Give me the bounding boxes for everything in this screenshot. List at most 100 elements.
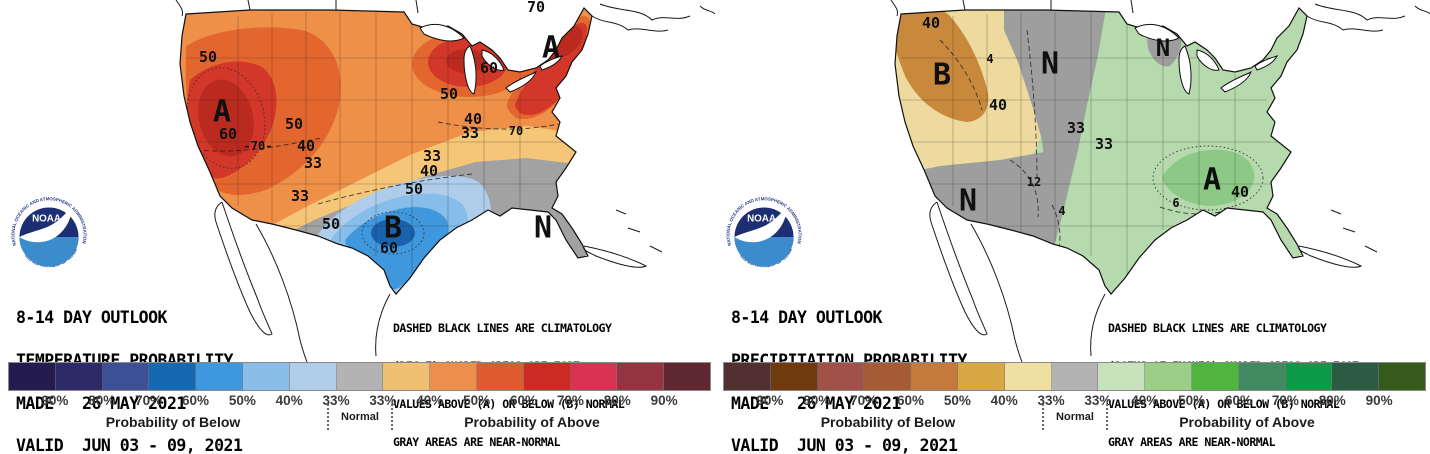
state-borders [901, 12, 1279, 276]
map-anomaly-letter: N [1156, 34, 1170, 62]
temperature-outlook-panel: 50 A 60 -70- 50 40 33 33 50 60 70 A 40 33 70 33 40 50 50 B 6… [6, 0, 715, 454]
neighbor-coastline [1330, 209, 1342, 215]
neighbor-coastline [890, 0, 898, 17]
title-line: 8-14 DAY OUTLOOK [16, 308, 167, 328]
map-anomaly-letter: A [1203, 163, 1221, 198]
percent-label: 70% [1271, 393, 1299, 408]
legend-probability-of-below: Probability of Below [820, 414, 956, 430]
percent-label: 70% [556, 393, 584, 408]
colorbar-segment [242, 363, 290, 390]
legend-probability-of-above: Probability of Above [1179, 414, 1315, 430]
neighbor-coastline [1342, 227, 1356, 233]
map-contour-label: 40 [922, 14, 940, 32]
neighbor-coastline [599, 3, 691, 21]
great-lakes-outline [1254, 55, 1278, 71]
logo-seabird [19, 205, 72, 243]
colorbar-segment [1051, 363, 1099, 390]
neighbor-coastline [1130, 0, 1134, 14]
map-anomaly-letter: N [1041, 47, 1059, 82]
disclaimer-line: VALUES ABOVE (A) OR BELOW (B) NORMAL [393, 396, 625, 411]
map-contour-label: 70 [527, 0, 545, 16]
great-lakes-outline [1178, 45, 1192, 95]
map-contour-label: 33 [304, 154, 322, 172]
percent-label: 40% [275, 393, 303, 408]
colorbar-segment [523, 363, 571, 390]
colorbar-segment [476, 363, 524, 390]
colorbar-segment [55, 363, 103, 390]
title-line: MADE 26 MAY 2021 [731, 393, 901, 413]
percent-label: 70% [135, 393, 163, 408]
logo-noaa-text: NOAA [32, 213, 61, 224]
percent-label: 60% [181, 393, 209, 408]
neighbor-coastline [699, 5, 715, 15]
title-line: VALID JUN 03 - 09, 2021 [16, 436, 243, 454]
percent-label: 80% [803, 393, 831, 408]
great-lakes-outline [481, 49, 505, 71]
neighbor-coastline [1314, 3, 1406, 21]
map-contour-label: 60 [219, 125, 237, 143]
percent-label: 90% [756, 393, 784, 408]
map-region-dash [1026, 29, 1038, 181]
percent-label: 60% [510, 393, 538, 408]
map-contour-label: 33 [291, 187, 309, 205]
map-contour-label: 40 [420, 162, 438, 180]
disclaimer-line: VALUES ABOVE (A) OR BELOW (B) NORMAL [1108, 396, 1340, 411]
great-lakes-outline [1196, 49, 1220, 71]
colorbar-segment [9, 363, 56, 390]
logo-noaa-text: NOAA [747, 213, 776, 224]
colorbar-segment [196, 363, 243, 390]
title-line: 8-14 DAY OUTLOOK [731, 308, 882, 328]
neighbor-coastline [175, 0, 183, 17]
logo-seabird [734, 205, 787, 243]
colorbar-segment [1238, 363, 1286, 390]
map-contour-label: 70 [509, 124, 523, 138]
colorbar-segment [430, 363, 477, 390]
map-anomaly-letter: A [213, 95, 231, 130]
map-contour-label: 33 [1095, 135, 1113, 153]
neighbor-coastline [415, 0, 419, 14]
precipitation-outlook-panel: 40 B 4 40 N 33 33 12 4 N A 40 6 N NATIONAL OCEANIC AN… [715, 0, 1430, 454]
neighbor-coastline [1414, 5, 1430, 15]
map-anomaly-letter: B [933, 58, 951, 93]
neighbor-coastline [929, 201, 988, 336]
map-contour-label: 4 [986, 52, 993, 66]
neighbor-coastline [375, 293, 391, 357]
colorbar-segment [617, 363, 665, 390]
state-borders [186, 12, 564, 276]
colorbar-segment [1285, 363, 1333, 390]
neighbor-coastline [649, 245, 663, 253]
map-region-warm3 [198, 79, 254, 157]
colorbar-segment [864, 363, 912, 390]
colorbar-segment [102, 363, 150, 390]
map-contour-label: 50 [440, 85, 458, 103]
map-region-dash [437, 121, 559, 130]
neighbor-coastline [583, 245, 648, 268]
neighbor-coastline [255, 223, 308, 362]
map-contour-label: 33 [1067, 119, 1085, 137]
title-line: MADE 26 MAY 2021 [16, 393, 186, 413]
great-lakes-outline [419, 23, 465, 42]
neighbor-coastline [214, 201, 273, 336]
percent-label: 33% [369, 393, 397, 408]
title-line: VALID JUN 03 - 09, 2021 [731, 436, 958, 454]
map-region-dash [317, 173, 473, 205]
great-lakes-outline [539, 55, 563, 71]
neighbor-coastline [615, 209, 627, 215]
probability-colorbar [8, 362, 711, 391]
neighbor-coastline [1090, 293, 1106, 357]
map-region-contour [361, 211, 425, 255]
disclaimer-line: DASHED BLACK LINES ARE CLIMATOLOGY [393, 321, 612, 336]
percent-label: 70% [850, 393, 878, 408]
colorbar-segment [1098, 363, 1146, 390]
colorbar-segment [817, 363, 865, 390]
map-contour-label: 50 [322, 215, 340, 233]
map-contour-label: 6 [1172, 196, 1179, 210]
percent-label: 33% [1084, 393, 1112, 408]
us-outline [179, 7, 593, 295]
map-region-dash [1009, 159, 1039, 218]
disclaimer-line: GRAY AREAS ARE NEAR-NORMAL [1108, 434, 1276, 449]
colorbar-percent-labels: 90% 80% 70% 60% 50% 40% 33% 33% 40% 50% 60% 70% 80% 9… [723, 393, 1426, 409]
percent-label: 80% [603, 393, 631, 408]
neighbor-coastline [247, 0, 251, 11]
